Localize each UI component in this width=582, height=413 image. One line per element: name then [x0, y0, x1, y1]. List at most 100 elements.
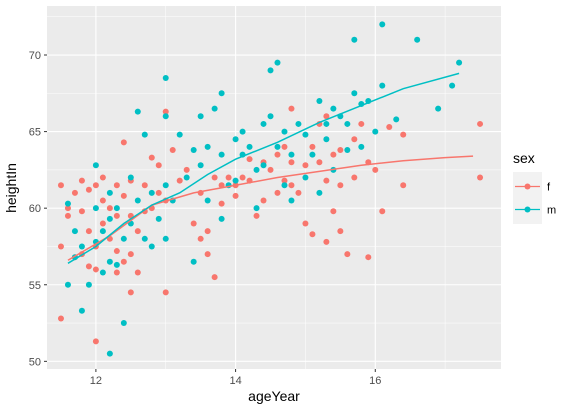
data-point-m: [78, 243, 85, 250]
data-point-f: [99, 174, 106, 181]
y-tick-label: 55: [29, 280, 41, 292]
legend-title: sex: [513, 150, 535, 166]
data-point-f: [57, 182, 64, 189]
plot-panel: [47, 6, 501, 369]
data-point-m: [379, 82, 386, 89]
data-point-f: [358, 120, 365, 127]
data-point-m: [106, 258, 113, 265]
data-point-m: [106, 215, 113, 222]
y-axis-ticks: 50 55 60 65 70: [29, 50, 47, 368]
data-point-f: [218, 200, 225, 207]
data-point-m: [190, 146, 197, 153]
legend-entry-m: m: [513, 195, 556, 224]
data-point-f: [92, 338, 99, 345]
data-point-f: [295, 189, 302, 196]
data-point-m: [414, 36, 421, 43]
data-point-f: [127, 289, 134, 296]
data-point-m: [99, 269, 106, 276]
data-point-m: [204, 143, 211, 150]
data-point-f: [85, 186, 92, 193]
data-point-m: [92, 162, 99, 169]
data-point-m: [344, 146, 351, 153]
data-point-f: [253, 212, 260, 219]
data-point-m: [99, 228, 106, 235]
data-point-m: [141, 235, 148, 242]
legend: sex f m: [513, 150, 556, 224]
data-point-f: [190, 220, 197, 227]
data-point-m: [260, 162, 267, 169]
trend-line-f: [67, 155, 474, 261]
legend-label-m: m: [547, 205, 556, 217]
legend-label-f: f: [547, 182, 551, 194]
x-axis-ticks: 12 14 16: [90, 369, 381, 387]
data-point-f: [78, 177, 85, 184]
y-tick-label: 50: [29, 356, 41, 368]
data-point-f: [134, 269, 141, 276]
data-point-m: [218, 215, 225, 222]
data-point-m: [435, 105, 442, 112]
data-point-f: [134, 228, 141, 235]
data-point-m: [372, 128, 379, 135]
data-point-f: [92, 182, 99, 189]
data-point-m: [456, 59, 463, 66]
data-point-m: [190, 258, 197, 265]
data-point-f: [113, 182, 120, 189]
data-point-m: [120, 320, 127, 327]
data-point-m: [120, 235, 127, 242]
data-point-f: [211, 274, 218, 281]
legend-dot-f: [524, 183, 531, 190]
data-point-m: [211, 105, 218, 112]
data-point-m: [232, 177, 239, 184]
data-point-m: [176, 131, 183, 138]
data-point-f: [365, 254, 372, 261]
data-point-m: [316, 97, 323, 104]
x-tick-label: 14: [229, 375, 241, 387]
data-point-f: [400, 182, 407, 189]
data-point-m: [197, 162, 204, 169]
data-point-m: [204, 197, 211, 204]
data-point-m: [106, 350, 113, 357]
data-point-m: [351, 90, 358, 97]
data-point-m: [393, 116, 400, 123]
data-point-f: [120, 258, 127, 265]
data-point-f: [127, 251, 134, 258]
data-point-f: [400, 131, 407, 138]
x-tick-label: 16: [369, 375, 381, 387]
data-point-m: [183, 174, 190, 181]
data-point-m: [288, 151, 295, 158]
data-point-f: [288, 105, 295, 112]
data-point-f: [204, 251, 211, 258]
x-axis-title: ageYear: [248, 388, 300, 404]
data-point-f: [281, 143, 288, 150]
data-point-f: [379, 208, 386, 215]
data-point-m: [344, 120, 351, 127]
data-point-f: [225, 174, 232, 181]
data-point-m: [162, 74, 169, 81]
data-point-f: [120, 139, 127, 146]
data-point-m: [267, 67, 274, 74]
data-point-m: [246, 143, 253, 150]
data-point-m: [295, 120, 302, 127]
data-point-f: [78, 208, 85, 215]
data-point-m: [127, 174, 134, 181]
data-point-m: [302, 174, 309, 181]
data-point-f: [148, 154, 155, 161]
data-point-m: [148, 243, 155, 250]
data-point-m: [162, 235, 169, 242]
x-tick-label: 12: [90, 375, 102, 387]
data-point-f: [288, 182, 295, 189]
data-point-f: [197, 235, 204, 242]
data-point-m: [239, 128, 246, 135]
data-point-m: [71, 228, 78, 235]
data-point-f: [120, 192, 127, 199]
data-point-f: [337, 146, 344, 153]
data-point-f: [57, 243, 64, 250]
data-point-m: [281, 182, 288, 189]
data-point-m: [330, 105, 337, 112]
data-point-f: [288, 159, 295, 166]
data-point-m: [134, 197, 141, 204]
data-point-f: [113, 248, 120, 255]
data-point-f: [344, 251, 351, 258]
data-point-f: [71, 189, 78, 196]
data-point-f: [211, 174, 218, 181]
